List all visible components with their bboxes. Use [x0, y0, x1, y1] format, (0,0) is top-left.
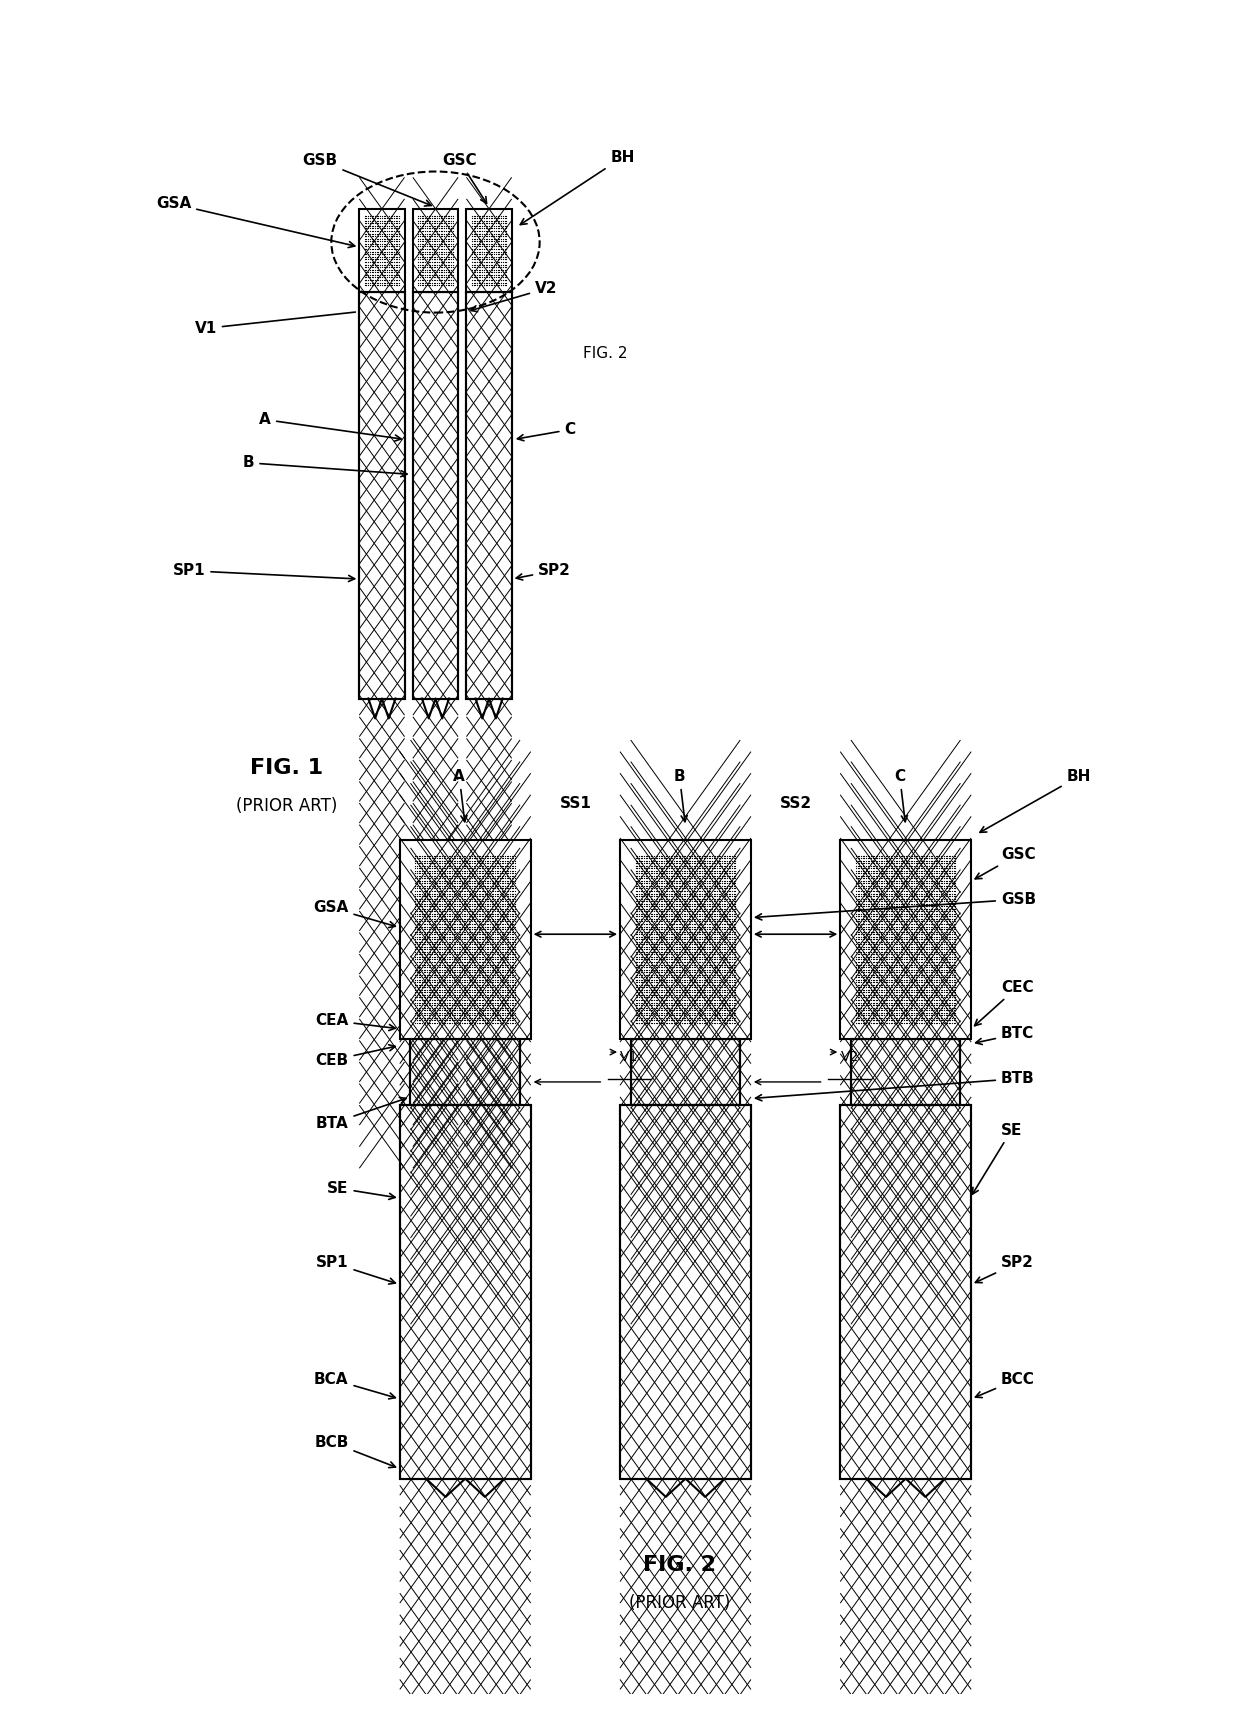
Text: CEB: CEB	[315, 1044, 396, 1069]
Bar	[360, 209, 404, 292]
Text: SS1: SS1	[559, 795, 591, 811]
Bar	[399, 1105, 531, 1478]
Text: V1: V1	[620, 1050, 639, 1063]
Text: BH: BH	[521, 150, 635, 225]
Text: SP2: SP2	[516, 564, 570, 579]
Text: BCA: BCA	[314, 1371, 396, 1399]
Bar	[631, 1039, 740, 1105]
Bar	[851, 1039, 961, 1105]
Bar	[631, 1039, 740, 1105]
Text: (PRIOR ART): (PRIOR ART)	[629, 1594, 730, 1611]
Text: A: A	[259, 412, 401, 441]
Bar	[841, 1105, 971, 1478]
Text: B: B	[673, 769, 687, 821]
Text: SE: SE	[972, 1122, 1022, 1195]
Text: V2: V2	[471, 282, 558, 311]
Text: SE: SE	[327, 1181, 396, 1200]
Bar	[841, 1105, 971, 1478]
Text: FIG. 2: FIG. 2	[644, 1554, 715, 1575]
Text: FIG. 2: FIG. 2	[584, 346, 627, 361]
Bar	[413, 292, 458, 699]
Text: C: C	[894, 769, 908, 821]
Bar	[851, 1039, 961, 1105]
Bar	[841, 1105, 971, 1478]
Text: A: A	[454, 769, 467, 821]
Text: (PRIOR ART): (PRIOR ART)	[236, 797, 337, 816]
Text: GSC: GSC	[441, 154, 486, 204]
Bar	[360, 292, 404, 699]
Bar	[466, 292, 512, 699]
Text: BTC: BTC	[976, 1027, 1034, 1044]
Bar	[466, 292, 512, 699]
Bar	[620, 1105, 751, 1478]
Text: CEC: CEC	[975, 980, 1034, 1025]
Text: SP1: SP1	[316, 1255, 396, 1285]
Bar	[399, 1105, 531, 1478]
Bar	[360, 292, 404, 699]
Bar	[841, 840, 971, 1039]
Bar	[410, 1039, 520, 1105]
Bar	[399, 1105, 531, 1478]
Text: SS2: SS2	[780, 795, 812, 811]
Text: GSC: GSC	[975, 847, 1035, 878]
Text: FIG. 1: FIG. 1	[250, 759, 324, 778]
Bar	[399, 840, 531, 1039]
Bar	[851, 1039, 961, 1105]
Text: BTA: BTA	[316, 1098, 405, 1131]
Text: GSA: GSA	[314, 901, 396, 927]
Text: GSA: GSA	[156, 197, 355, 247]
Text: GSB: GSB	[303, 154, 432, 206]
Bar	[466, 292, 512, 699]
Bar	[410, 1039, 520, 1105]
Text: CEA: CEA	[315, 1013, 396, 1030]
Text: BTB: BTB	[755, 1072, 1034, 1101]
Bar	[620, 840, 751, 1039]
Text: SP1: SP1	[172, 564, 355, 581]
Bar	[620, 1105, 751, 1478]
Text: B: B	[243, 455, 407, 477]
Bar	[360, 292, 404, 699]
Text: SP2: SP2	[976, 1255, 1034, 1283]
Bar	[413, 292, 458, 699]
Bar	[466, 209, 512, 292]
Text: BCB: BCB	[314, 1435, 396, 1468]
Bar	[413, 292, 458, 699]
Text: V2: V2	[841, 1050, 859, 1063]
Bar	[620, 1105, 751, 1478]
Text: C: C	[517, 422, 575, 441]
Text: GSB: GSB	[755, 892, 1037, 920]
Bar	[631, 1039, 740, 1105]
Text: BH: BH	[980, 769, 1091, 832]
Bar	[410, 1039, 520, 1105]
Text: V1: V1	[195, 311, 356, 335]
Bar	[413, 209, 458, 292]
Text: BCC: BCC	[976, 1371, 1035, 1397]
